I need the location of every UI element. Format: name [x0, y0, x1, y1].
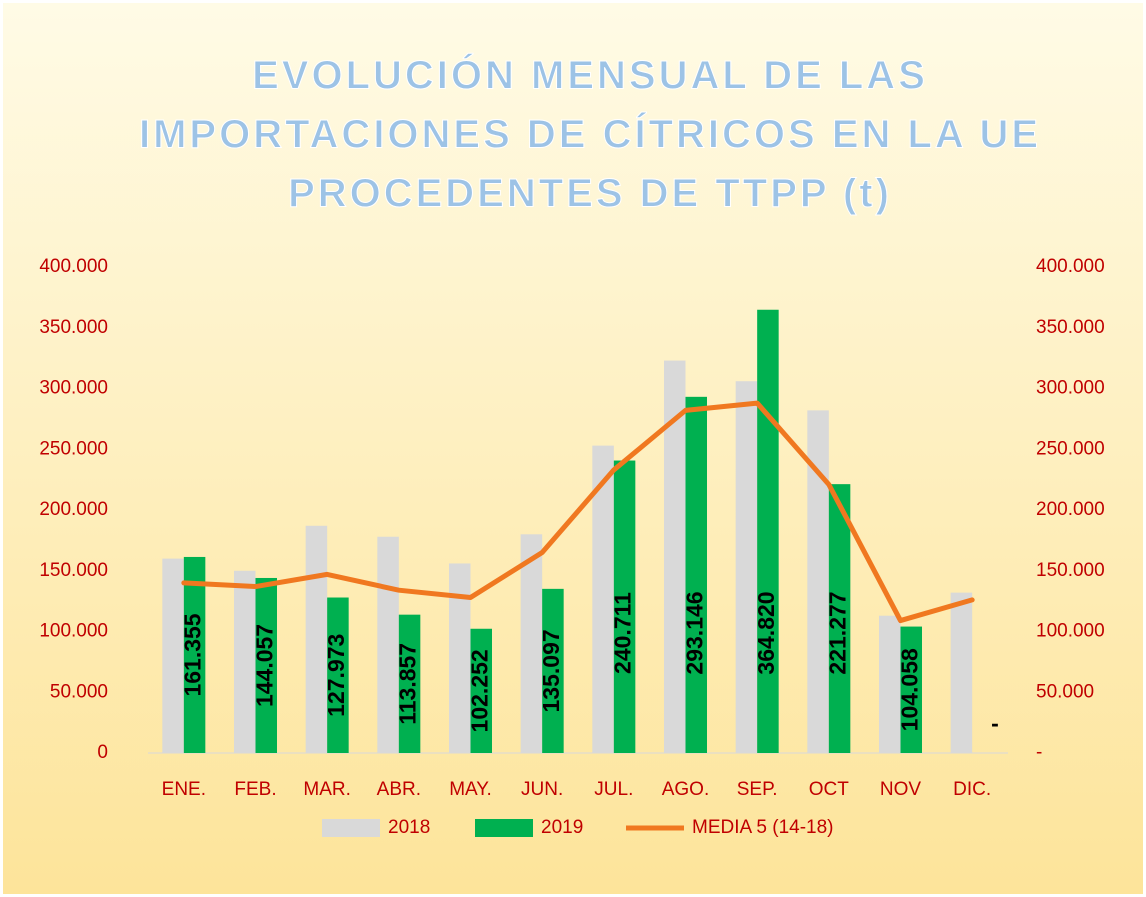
- bar: [757, 309, 779, 753]
- y-tick-label: 0: [97, 742, 108, 763]
- line: [181, 400, 975, 624]
- y2-tick-label: 350.000: [1036, 317, 1105, 338]
- chart-title: PROCEDENTES DE TTPP (t): [288, 172, 892, 216]
- data-label: 144.057: [251, 624, 277, 707]
- y2-tick-label: 300.000: [1036, 378, 1105, 399]
- data-label: 104.058: [896, 648, 922, 731]
- bar: [449, 563, 471, 753]
- y-tick-label: 400.000: [39, 256, 108, 277]
- legend-label: 2019: [541, 817, 583, 838]
- data-label: 221.277: [825, 591, 851, 674]
- bar: [592, 445, 614, 753]
- x-tick-label: ABR.: [377, 779, 421, 800]
- bar: [470, 628, 492, 753]
- bar: [305, 525, 328, 753]
- x-tick-label: JUN.: [521, 779, 563, 800]
- y-tick-label: 350.000: [39, 317, 108, 338]
- bar: [613, 460, 636, 753]
- y2-tick-label: 400.000: [1036, 256, 1105, 277]
- x-tick-label: NOV: [880, 779, 922, 800]
- bar: [327, 597, 349, 753]
- y2-tick-label: 50.000: [1036, 681, 1094, 702]
- data-label: 161.355: [180, 613, 206, 696]
- y-tick-label: 100.000: [39, 621, 108, 642]
- x-tick-label: AGO.: [662, 779, 710, 800]
- bar: [542, 588, 564, 753]
- y2-tick-label: -: [1036, 742, 1042, 763]
- bar: [807, 410, 829, 753]
- legend-label: MEDIA 5 (14-18): [692, 817, 834, 838]
- bar: [520, 534, 543, 753]
- x-tick-label: SEP.: [737, 779, 778, 800]
- legend-swatch: [322, 819, 380, 837]
- legend-label: 2018: [388, 817, 430, 838]
- y-tick-label: 150.000: [39, 560, 108, 581]
- bar: [255, 577, 277, 753]
- y-tick-label: 50.000: [50, 681, 108, 702]
- chart-title: EVOLUCIÓN MENSUAL DE LAS: [252, 52, 928, 98]
- data-label: 240.711: [610, 592, 636, 674]
- bar: [183, 556, 206, 753]
- bar: [664, 360, 686, 753]
- y2-tick-label: 150.000: [1036, 560, 1105, 581]
- data-label: 102.252: [466, 649, 492, 732]
- chart-title: IMPORTACIONES DE CÍTRICOS EN LA UE: [139, 112, 1041, 157]
- data-label: 113.857: [395, 643, 421, 725]
- y-tick-label: 300.000: [39, 378, 108, 399]
- data-label: -: [991, 710, 999, 736]
- bar: [398, 614, 421, 753]
- bar: [234, 570, 256, 753]
- data-label: 293.146: [681, 591, 707, 674]
- data-label: 127.973: [323, 634, 349, 717]
- y-tick-label: 200.000: [39, 499, 108, 520]
- data-label: 364.820: [753, 591, 779, 674]
- x-tick-label: ENE.: [162, 779, 206, 800]
- bar: [950, 592, 973, 753]
- x-tick-label: DIC.: [953, 779, 991, 800]
- bar: [735, 381, 758, 753]
- bar: [162, 558, 184, 753]
- bar: [900, 626, 922, 753]
- x-tick-label: MAR.: [303, 779, 351, 800]
- data-label: 135.097: [538, 629, 564, 712]
- bar: [879, 615, 901, 753]
- bar: [685, 396, 707, 753]
- bar: [828, 484, 851, 753]
- y2-tick-label: 100.000: [1036, 621, 1105, 642]
- x-tick-label: MAY.: [449, 779, 492, 800]
- x-tick-label: FEB.: [234, 779, 276, 800]
- legend-swatch: [475, 819, 533, 837]
- x-tick-label: JUL.: [594, 779, 633, 800]
- x-tick-label: OCT: [809, 779, 850, 800]
- y2-tick-label: 200.000: [1036, 499, 1105, 520]
- y2-tick-label: 250.000: [1036, 438, 1105, 459]
- y-tick-label: 250.000: [39, 438, 108, 459]
